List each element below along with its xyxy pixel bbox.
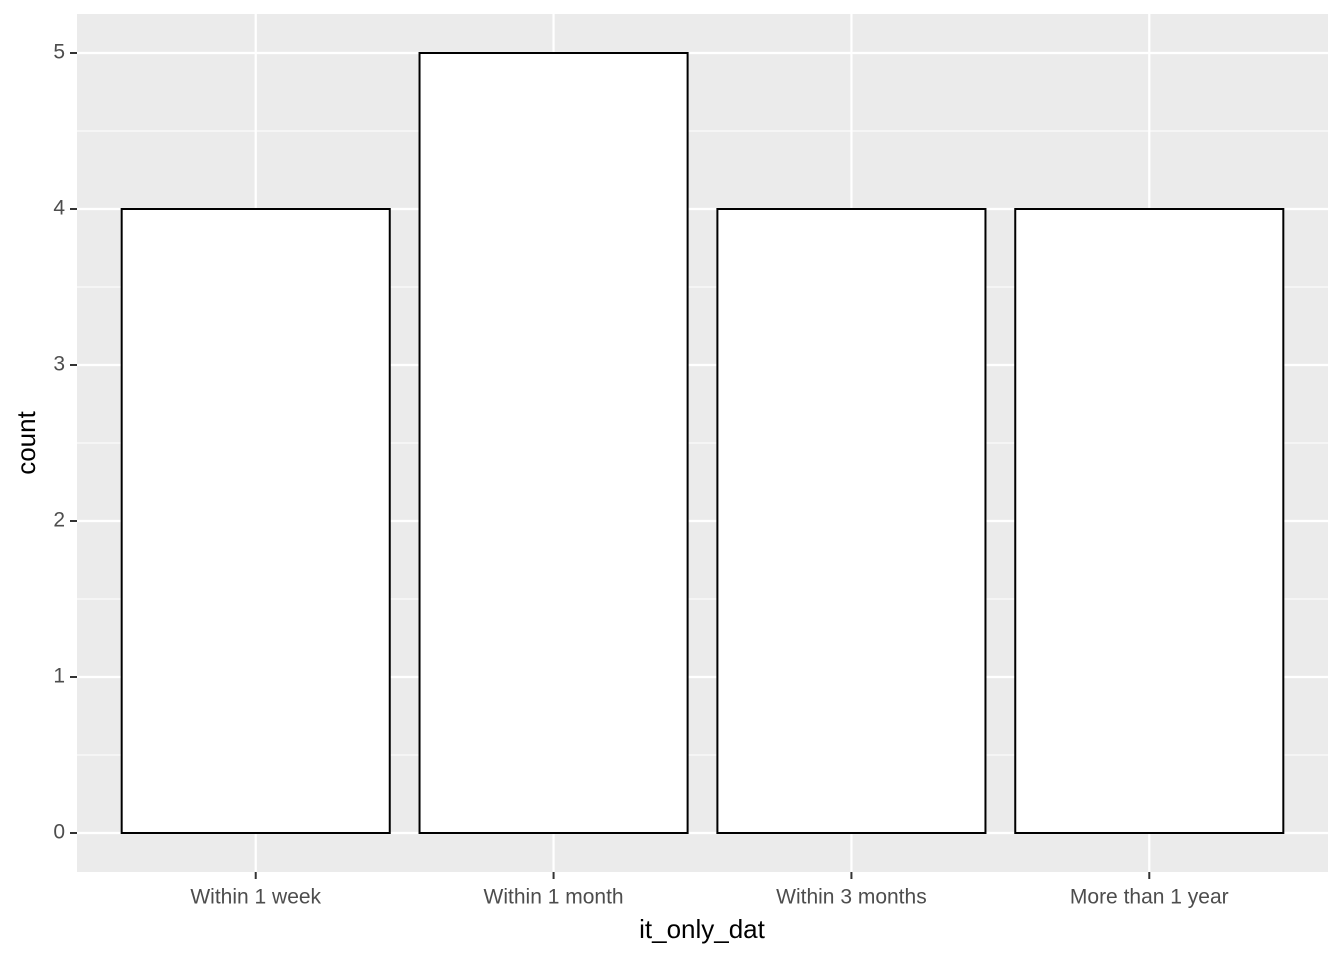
y-tick-label: 2 [53,509,65,532]
y-axis-title: count [11,410,41,474]
y-tick-label: 5 [53,41,65,64]
x-tick-label: Within 3 months [776,886,927,909]
x-tick-label: Within 1 week [190,886,321,909]
bar [418,52,689,834]
y-tick-label: 1 [53,665,65,688]
bar [120,208,391,834]
x-tick-label: More than 1 year [1070,886,1229,909]
y-tick-label: 3 [53,353,65,376]
x-axis-title: it_only_dat [639,914,766,944]
bar [716,208,987,834]
x-tick-label: Within 1 month [484,886,624,909]
y-tick-label: 4 [53,197,65,220]
y-tick-label: 0 [53,821,65,844]
bar [1014,208,1285,834]
